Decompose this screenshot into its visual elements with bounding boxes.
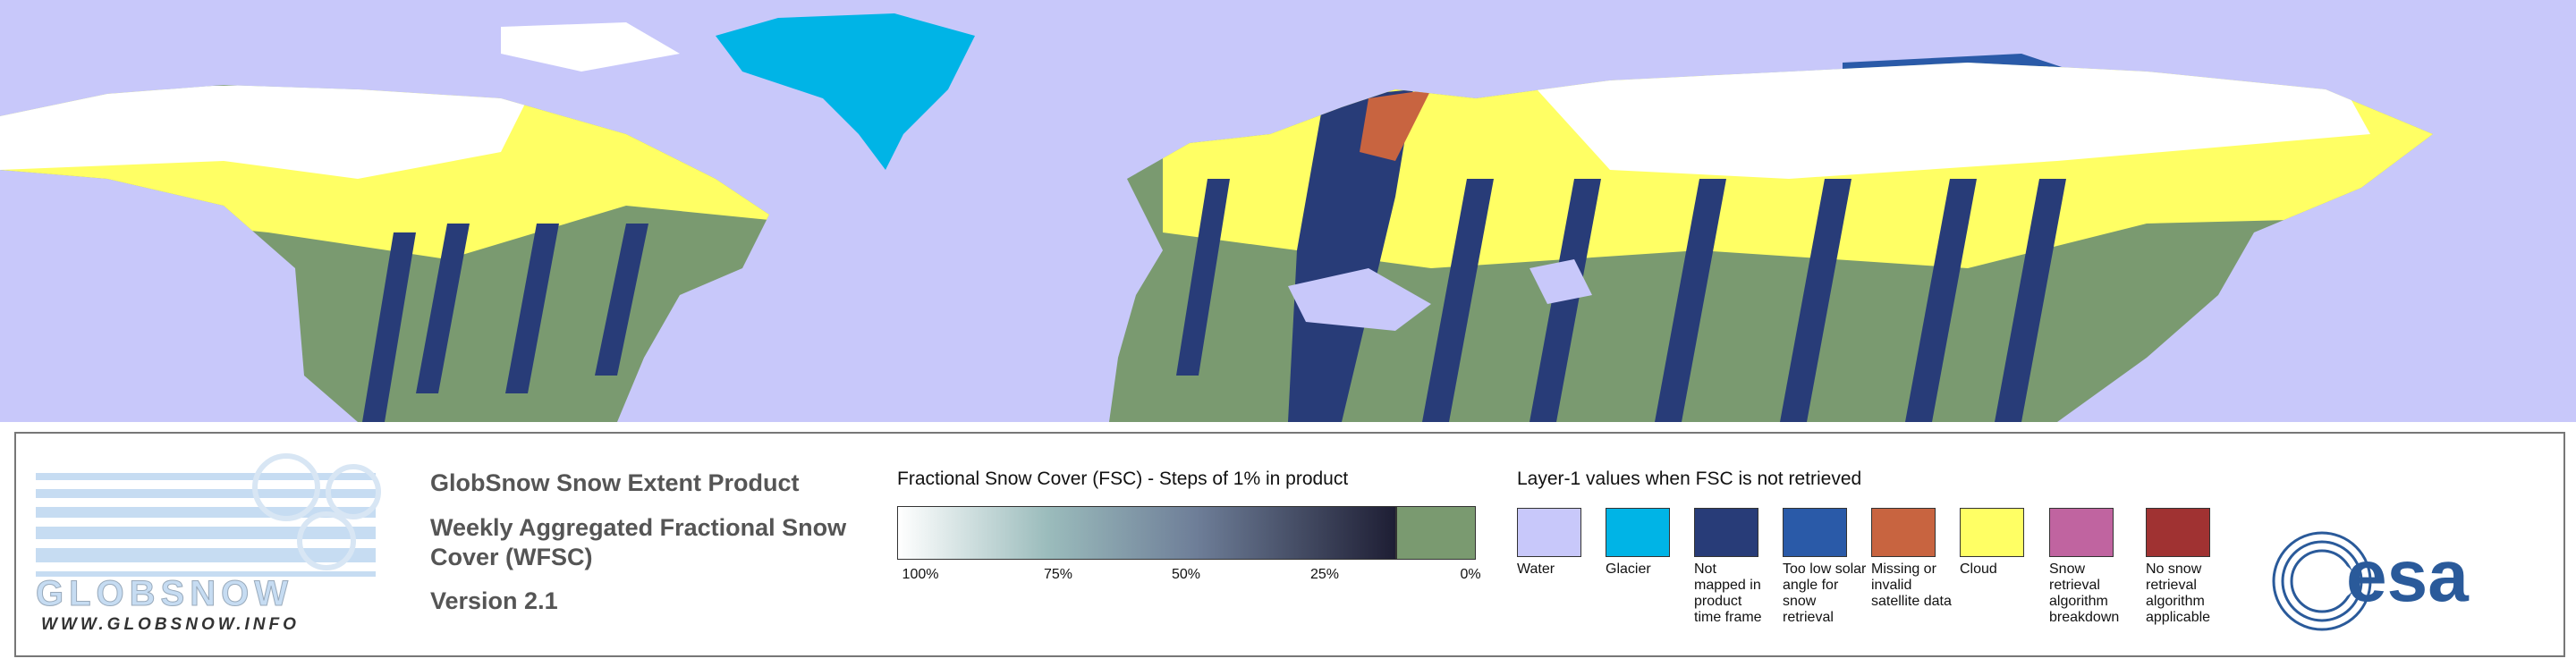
esa-logo: esa [2272, 531, 2470, 631]
fsc-zero-swatch [1396, 506, 1476, 560]
legend-swatch [2049, 508, 2114, 557]
fsc-tick-label: 100% [902, 567, 939, 582]
greenland [716, 13, 975, 170]
legend-swatch [1606, 508, 1670, 557]
fsc-tick-label: 25% [1309, 567, 1340, 582]
legend-label: Water [1517, 561, 1555, 577]
legend-swatch [1694, 508, 1758, 557]
legend-swatch [1517, 508, 1581, 557]
product-title: GlobSnow Snow Extent Product [430, 469, 800, 496]
snow-map [0, 0, 2576, 422]
fsc-gradient [897, 506, 1396, 560]
fsc-tick-label: 75% [1043, 567, 1073, 582]
caspian [1530, 259, 1592, 304]
legend-label: Snow retrieval algorithm breakdown [2049, 561, 2120, 625]
legend-panel [14, 432, 2565, 657]
legend-label: Cloud [1960, 561, 1997, 577]
fsc-tick-label: 0% [1460, 567, 1481, 582]
layer1-title: Layer-1 values when FSC is not retrieved [1517, 469, 1862, 489]
legend-label: Not mapped in product time frame [1694, 561, 1762, 625]
fsc-title: Fractional Snow Cover (FSC) - Steps of 1… [897, 469, 1349, 489]
legend-label: Missing or invalid satellite data [1871, 561, 1952, 609]
legend-label: Glacier [1606, 561, 1651, 577]
globsnow-logo [36, 453, 381, 577]
logo-url: WWW.GLOBSNOW.INFO [41, 615, 300, 634]
legend-label: Too low solar angle for snow retrieval [1783, 561, 1867, 625]
mediterranean [1288, 268, 1431, 331]
logo-name: GLOBSNOW [36, 574, 293, 614]
legend-label: No snow retrieval algorithm applicable [2146, 561, 2211, 625]
fsc-tick-label: 50% [1171, 567, 1201, 582]
legend-swatch [2146, 508, 2210, 557]
product-subtitle: Weekly Aggregated Fractional Snow Cover … [430, 514, 847, 570]
legend-swatch [1960, 508, 2024, 557]
arctic-islands [501, 22, 680, 72]
esa-text: esa [2346, 536, 2470, 617]
legend-swatch [1871, 508, 1936, 557]
legend-swatch [1783, 508, 1847, 557]
product-version: Version 2.1 [430, 587, 558, 614]
